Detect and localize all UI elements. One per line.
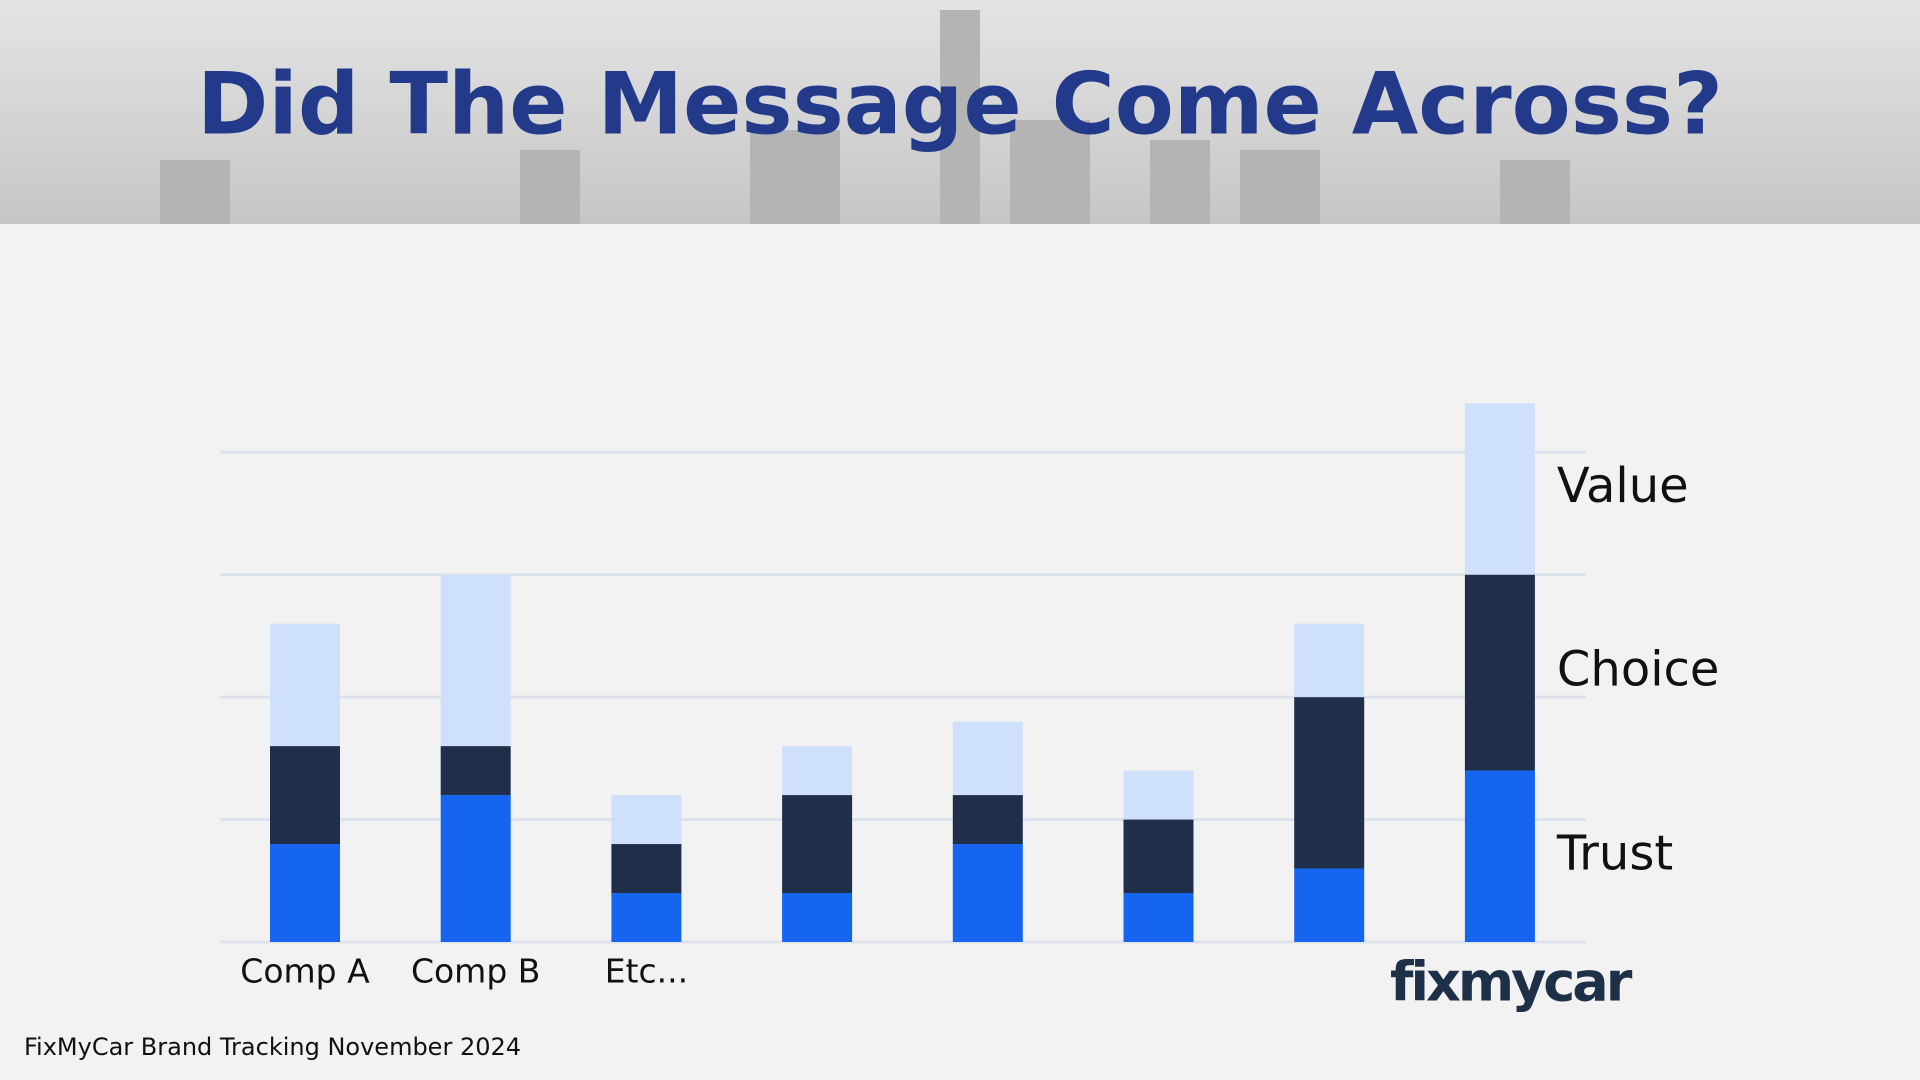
bar-segment: [1464, 574, 1535, 771]
bar-segment: [440, 574, 511, 747]
bar-segment: [611, 844, 682, 894]
bar-segment: [270, 623, 340, 747]
bar-segment: [782, 893, 853, 942]
bar-segment: [1123, 770, 1194, 820]
bar-segment: [1294, 868, 1365, 942]
bar-segment: [440, 746, 511, 796]
bar-segment: [952, 721, 1023, 796]
bar-segment: [1294, 697, 1365, 869]
bar-segment: [952, 795, 1023, 845]
bar-segment: [611, 795, 682, 845]
chart-title: Did The Message Come Across?: [197, 54, 1723, 154]
bar-segment: [1294, 623, 1365, 698]
bar-segment: [1123, 819, 1194, 894]
bar-segment: [270, 844, 340, 942]
skyline: [160, 10, 1570, 224]
bar-segment: [611, 893, 682, 942]
x-tick-label: Etc...: [605, 952, 688, 991]
bar-segment: [952, 844, 1023, 942]
bar-segment: [270, 746, 340, 845]
bar-segment: [1464, 770, 1535, 942]
legend-label: Trust: [1556, 825, 1673, 881]
legend-label: Choice: [1557, 642, 1720, 698]
bar-segment: [1464, 403, 1535, 575]
x-tick-label: Comp B: [411, 952, 540, 991]
bar-segment: [782, 746, 853, 796]
x-tick-label: Comp A: [240, 952, 370, 991]
bar-segment: [1123, 893, 1194, 942]
bar-segment: [440, 795, 511, 942]
footer: FixMyCar Brand Tracking November 2024: [24, 1033, 521, 1061]
logo: fixmycar: [1390, 951, 1633, 1014]
bar-segment: [782, 795, 853, 894]
legend-label: Value: [1557, 458, 1689, 514]
